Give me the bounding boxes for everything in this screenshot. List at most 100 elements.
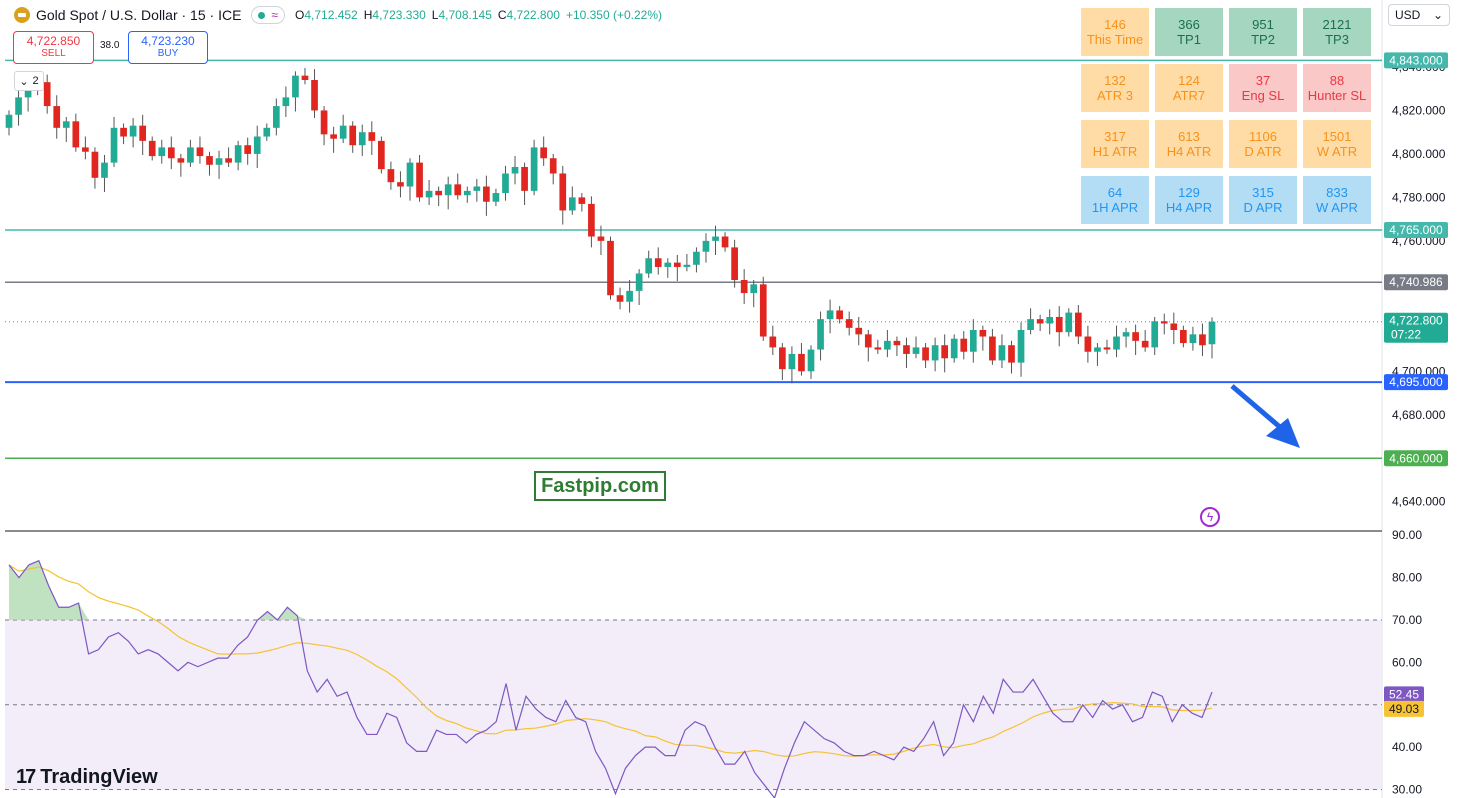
stat-value: 366 <box>1178 17 1200 32</box>
candle-body <box>139 125 147 141</box>
candle-body <box>979 330 987 337</box>
stat-cell: 366 TP1 <box>1155 8 1223 56</box>
price-level-tag <box>1384 222 1448 238</box>
candle-body <box>435 190 442 196</box>
candle-body <box>712 236 719 241</box>
candle-body <box>588 203 595 237</box>
candle-body <box>282 97 290 107</box>
candle-body <box>167 147 175 159</box>
stat-value: 1106 <box>1249 129 1277 144</box>
stat-cell: 64 1H APR <box>1081 176 1149 224</box>
candle-body <box>24 90 32 98</box>
candle-body <box>960 338 968 352</box>
stat-value: 88 <box>1329 73 1345 88</box>
candle-body <box>903 345 910 354</box>
candle-body <box>502 173 509 194</box>
symbol-title[interactable]: Gold Spot / U.S. Dollar · 15 · ICE <box>36 7 242 23</box>
rsi-tick-label: 60.00 <box>1392 655 1422 669</box>
price-tick-label: 4,800.000 <box>1392 147 1446 161</box>
candle-body <box>1055 316 1063 333</box>
candle-body <box>1122 332 1130 337</box>
candle-body <box>788 353 796 370</box>
stat-cell: 1106 D ATR <box>1229 120 1297 168</box>
candle-body <box>922 347 929 361</box>
candle-body <box>177 158 185 163</box>
market-open-icon <box>258 11 266 19</box>
candle-body <box>1180 330 1187 344</box>
candle-body <box>473 186 481 191</box>
brand-watermark: Fastpip.com <box>534 471 666 501</box>
candle-body <box>693 251 700 265</box>
candle-body <box>253 136 261 154</box>
candle-body <box>759 284 767 337</box>
candle-body <box>234 145 242 163</box>
candle-body <box>874 347 882 350</box>
candle-body <box>1151 321 1159 348</box>
spread-value: 38.0 <box>100 40 120 51</box>
stat-label: W ATR <box>1316 144 1358 159</box>
candle-body <box>559 173 567 211</box>
candle-body <box>225 158 232 163</box>
currency-select[interactable]: USD ⌄ <box>1388 4 1450 26</box>
close-value: 4,722.800 <box>506 8 560 22</box>
price-tick-label: 4,640.000 <box>1392 495 1446 509</box>
indicators-toggle[interactable]: ⌄ 2 <box>14 71 44 91</box>
level-tags: 4,843.000 4,765.000 4,740.986 4,695.000 4,66… <box>1384 52 1448 717</box>
candle-body <box>1084 336 1092 352</box>
stat-label: H1 ATR <box>1092 144 1138 159</box>
rsi-line <box>8 559 1213 798</box>
price-level-tag-label: 4,740.986 <box>1389 275 1443 289</box>
last-price-label: 4,722.800 <box>1389 314 1443 328</box>
rsi-value-label: 52.45 <box>1389 687 1419 701</box>
rsi-band-lines <box>5 619 1382 791</box>
candle-body <box>301 75 309 80</box>
candle-body <box>721 236 729 248</box>
price-level-tag-label: 4,660.000 <box>1389 451 1443 465</box>
price-level-tag-label: 4,765.000 <box>1389 223 1443 237</box>
candle-body <box>521 166 528 191</box>
candle-body <box>1132 332 1139 341</box>
stat-label: Hunter SL <box>1307 88 1367 103</box>
candle-body <box>425 190 433 198</box>
candle-body <box>292 75 299 98</box>
rsi-ma-tag <box>1384 700 1424 717</box>
stat-value: 37 <box>1255 73 1271 88</box>
candle-body <box>72 121 80 148</box>
candle-body <box>989 336 996 361</box>
stat-cell: 315 D APR <box>1229 176 1297 224</box>
sell-button[interactable]: 4,722.850 SELL <box>13 31 94 64</box>
candle-body <box>158 147 166 157</box>
last-price-tag <box>1384 312 1448 343</box>
stat-label: D APR <box>1243 200 1283 215</box>
market-status[interactable]: ≈ <box>251 6 285 24</box>
wave-icon: ≈ <box>271 8 278 22</box>
bolt-icon[interactable]: ϟ <box>1200 507 1220 527</box>
candle-body <box>206 156 213 165</box>
candle-body <box>1189 334 1197 344</box>
stat-label: D ATR <box>1244 144 1282 159</box>
tradingview-logo[interactable]: 17 TradingView <box>16 766 158 788</box>
candle-body <box>492 193 500 202</box>
stat-label: 1H APR <box>1091 200 1139 215</box>
candle-body <box>368 132 376 141</box>
candle-body <box>549 158 557 174</box>
stat-value: 2121 <box>1322 17 1352 32</box>
down-arrow-icon <box>1230 384 1300 448</box>
stat-label: TP1 <box>1177 32 1201 47</box>
candle-body <box>148 140 156 157</box>
candle-body <box>454 184 462 196</box>
stat-value: 951 <box>1252 17 1274 32</box>
candle-body <box>798 353 805 372</box>
stat-label: TP2 <box>1251 32 1275 47</box>
stat-label: TP3 <box>1325 32 1349 47</box>
rsi-value-tag <box>1384 686 1424 703</box>
candle-body <box>941 345 949 359</box>
stat-value: 132 <box>1104 73 1126 88</box>
candle-body <box>1103 347 1111 350</box>
rsi-tick-label: 90.00 <box>1392 528 1422 542</box>
buy-button[interactable]: 4,723.230 BUY <box>128 31 208 64</box>
candle-body <box>129 125 137 137</box>
candle-body <box>244 145 252 154</box>
candle-body <box>1170 323 1178 330</box>
